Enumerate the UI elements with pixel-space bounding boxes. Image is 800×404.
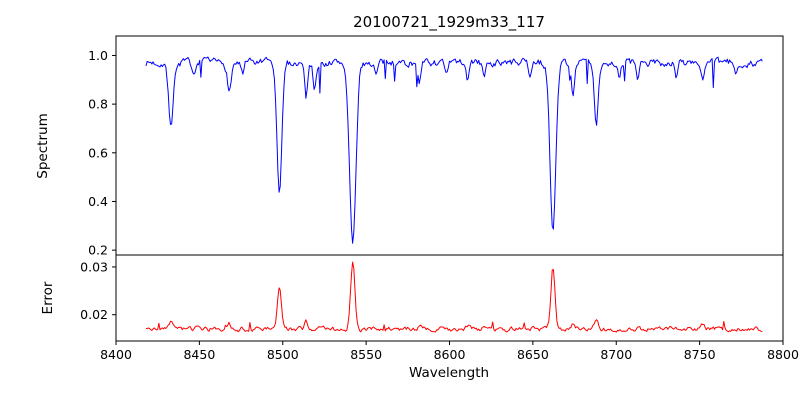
x-tick-label: 8550 xyxy=(350,347,382,362)
x-tick-label: 8500 xyxy=(267,347,299,362)
y-tick-label: 0.6 xyxy=(88,145,108,160)
y-tick-label: 1.0 xyxy=(88,48,108,63)
chart-title: 20100721_1929m33_117 xyxy=(353,13,545,32)
x-tick-label: 8800 xyxy=(767,347,799,362)
x-tick-label: 8600 xyxy=(434,347,466,362)
spectrum-panel: 0.2 0.4 0.6 0.8 1.0 xyxy=(88,35,784,258)
x-tick-label: 8450 xyxy=(183,347,215,362)
plot-area: 0.2 0.4 0.6 0.8 1.0 0.02 0.03 8400 8450 8500 8550 8… xyxy=(80,35,799,362)
y-tick-label: 0.02 xyxy=(80,307,108,322)
error-panel: 0.02 0.03 xyxy=(80,254,784,342)
y-tick-label: 0.2 xyxy=(88,243,108,258)
spectrum-axes-frame xyxy=(115,35,784,256)
y-tick-label: 0.8 xyxy=(88,97,108,112)
error-axes-frame xyxy=(115,254,784,342)
x-tick-label: 8700 xyxy=(600,347,632,362)
x-tick-label: 8400 xyxy=(100,347,132,362)
y-axis-label-spectrum: Spectrum xyxy=(35,113,51,178)
x-axis-label: Wavelength xyxy=(409,365,489,381)
x-tick-label: 8650 xyxy=(517,347,549,362)
y-tick-label: 0.03 xyxy=(80,259,108,274)
y-axis-label-error: Error xyxy=(40,281,56,314)
y-tick-label: 0.4 xyxy=(88,194,108,209)
error-line xyxy=(145,261,763,333)
spectrum-line xyxy=(145,56,763,244)
x-tick-label: 8750 xyxy=(684,347,716,362)
